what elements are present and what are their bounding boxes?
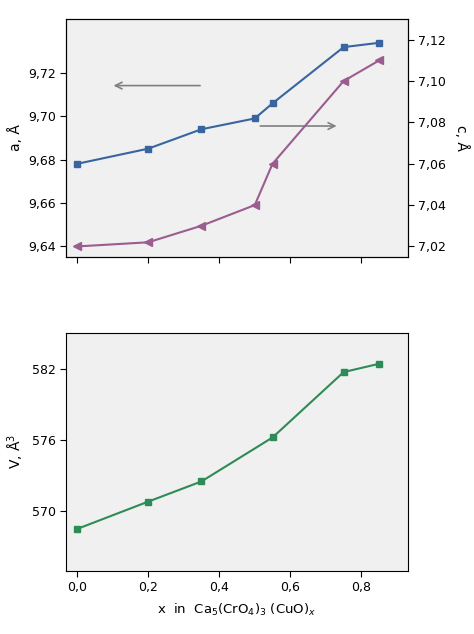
X-axis label: x  in  Ca$_5$(CrO$_4$)$_3$ (CuO)$_x$: x in Ca$_5$(CrO$_4$)$_3$ (CuO)$_x$	[157, 602, 317, 618]
Y-axis label: a, Å: a, Å	[8, 124, 22, 152]
Y-axis label: V, Å$^3$: V, Å$^3$	[6, 434, 27, 469]
Y-axis label: c, Å: c, Å	[455, 125, 469, 151]
